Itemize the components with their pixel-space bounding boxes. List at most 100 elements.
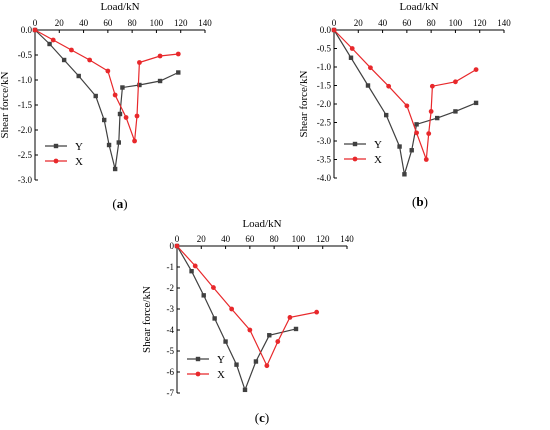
caption-paren: ): [424, 194, 428, 209]
point-Y: [384, 112, 389, 118]
point-Y: [397, 144, 402, 149]
x-tick-label: 60: [103, 18, 113, 28]
point-X: [453, 79, 458, 85]
x-tick-label: 40: [221, 234, 231, 244]
point-X: [229, 306, 235, 312]
legend-label-Y: Y: [75, 141, 83, 153]
series-line-Y: [176, 245, 297, 392]
y-tick-label: -5: [167, 346, 175, 356]
x-axis-label: Load/kN: [242, 218, 281, 230]
point-Y: [365, 83, 371, 88]
legend-marker-X: [352, 156, 358, 162]
y-axis-label: Shear force/kN: [298, 71, 310, 138]
y-tick-label: -2: [167, 283, 175, 293]
y-tick-label: -1.5: [18, 100, 33, 110]
y-axis-label: Shear force/kN: [141, 286, 153, 353]
x-tick-label: 140: [497, 18, 511, 28]
y-tick-label: -1.0: [18, 75, 33, 85]
legend-marker-Y: [195, 356, 201, 362]
y-tick-label: -3.0: [317, 136, 332, 146]
y-tick-label: -6: [167, 367, 175, 377]
caption-a: (a): [112, 196, 127, 211]
point-Y: [117, 111, 123, 117]
point-X: [132, 138, 137, 144]
point-Y: [267, 333, 272, 338]
point-Y: [176, 70, 181, 75]
point-Y: [61, 57, 67, 63]
caption-paren: (: [255, 410, 259, 425]
legend-label-X: X: [75, 156, 83, 168]
legend-marker-Y: [352, 141, 358, 147]
caption-paren: (: [112, 196, 116, 211]
x-tick-label: 60: [402, 18, 412, 28]
y-tick-label: -7: [167, 388, 175, 398]
legend-label-Y: Y: [374, 139, 382, 151]
point-X: [247, 327, 253, 333]
point-X: [414, 130, 419, 136]
point-Y: [293, 326, 299, 332]
point-Y: [242, 387, 248, 393]
x-tick-label: 40: [79, 18, 89, 28]
y-tick-label: -4: [167, 325, 175, 335]
x-axis-label: Load/kN: [399, 1, 438, 13]
x-tick-label: 100: [150, 18, 164, 28]
legend-label-Y: Y: [217, 354, 225, 366]
y-tick-label: -1: [167, 262, 175, 272]
point-X: [314, 309, 320, 315]
y-tick-label: -2.5: [18, 150, 33, 160]
point-X: [428, 109, 434, 114]
point-X: [275, 339, 281, 344]
caption-paren: ): [123, 196, 127, 211]
y-tick-label: -3: [167, 304, 175, 314]
point-Y: [157, 78, 163, 84]
point-Y: [201, 293, 206, 298]
caption-paren: ): [265, 410, 269, 425]
x-tick-label: 120: [473, 18, 487, 28]
point-Y: [120, 85, 125, 90]
point-X: [386, 83, 392, 89]
y-axis-label: Shear force/kN: [0, 72, 11, 139]
point-Y: [473, 100, 479, 106]
y-tick-label: 0.0: [21, 25, 33, 35]
y-tick-label: -2.0: [18, 125, 33, 135]
x-tick-label: 80: [128, 18, 138, 28]
x-tick-label: 20: [354, 18, 364, 28]
y-tick-label: -4.0: [317, 173, 332, 183]
point-X: [331, 27, 337, 33]
x-tick-label: 80: [270, 234, 280, 244]
series-line-X: [34, 29, 179, 142]
y-tick-label: -2.5: [317, 118, 332, 128]
point-Y: [348, 55, 354, 60]
caption-b: (b): [412, 194, 428, 209]
y-tick-label: -1.0: [317, 62, 332, 72]
point-Y: [76, 73, 81, 79]
point-X: [157, 53, 163, 59]
point-Y: [112, 166, 118, 172]
point-Y: [106, 142, 112, 148]
point-X: [287, 315, 293, 320]
point-Y: [102, 117, 107, 123]
x-tick-label: 60: [245, 234, 255, 244]
point-X: [426, 131, 432, 137]
point-X: [87, 57, 93, 63]
point-Y: [234, 362, 239, 367]
x-tick-label: 120: [316, 234, 330, 244]
x-tick-label: 120: [174, 18, 188, 28]
x-tick-label: 0: [33, 18, 38, 28]
x-tick-label: 0: [332, 18, 337, 28]
point-X: [32, 27, 38, 33]
caption-c: (c): [255, 410, 269, 425]
point-Y: [116, 140, 121, 145]
point-X: [112, 92, 118, 98]
caption-letter: a: [117, 196, 124, 211]
x-tick-label: 140: [340, 234, 354, 244]
point-X: [473, 67, 479, 72]
point-X: [404, 103, 410, 109]
point-Y: [93, 93, 98, 99]
point-X: [134, 113, 140, 119]
legend-label-X: X: [374, 154, 382, 166]
point-Y: [402, 172, 407, 177]
point-Y: [189, 269, 194, 274]
point-X: [192, 263, 198, 269]
